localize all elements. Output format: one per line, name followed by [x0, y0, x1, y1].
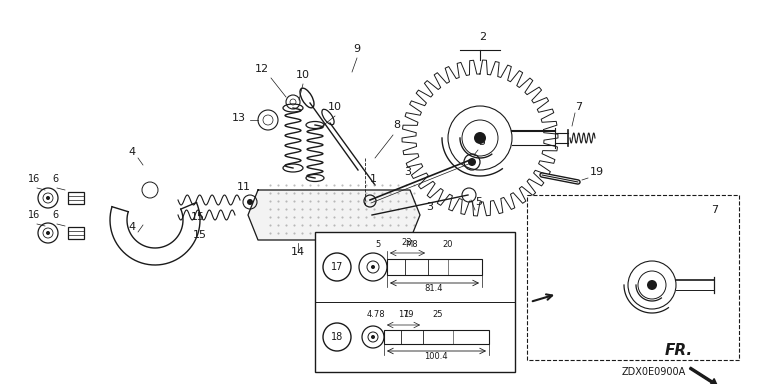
- Text: 15: 15: [191, 212, 205, 222]
- Circle shape: [46, 196, 50, 200]
- Text: 17: 17: [398, 310, 409, 319]
- Circle shape: [474, 132, 486, 144]
- Circle shape: [46, 231, 50, 235]
- Text: 13: 13: [232, 113, 246, 123]
- Circle shape: [367, 261, 379, 273]
- Circle shape: [371, 335, 375, 339]
- Circle shape: [647, 280, 657, 290]
- Circle shape: [468, 158, 476, 166]
- Text: 1: 1: [370, 174, 377, 184]
- Text: ZDX0E0900A: ZDX0E0900A: [622, 367, 687, 377]
- Text: 4: 4: [128, 222, 136, 232]
- Bar: [68, 192, 84, 204]
- Text: 81.4: 81.4: [425, 284, 443, 293]
- Bar: [315, 232, 515, 372]
- Circle shape: [323, 323, 351, 351]
- Text: 14: 14: [291, 247, 305, 257]
- Text: 20: 20: [442, 240, 453, 249]
- Circle shape: [323, 253, 351, 281]
- Circle shape: [638, 271, 666, 299]
- Text: 3: 3: [426, 202, 433, 212]
- Text: 6: 6: [52, 210, 58, 220]
- Bar: [384, 330, 489, 344]
- Text: 2: 2: [479, 32, 487, 42]
- Text: 5: 5: [376, 240, 381, 249]
- Circle shape: [247, 199, 253, 205]
- Text: 16: 16: [28, 210, 40, 220]
- Circle shape: [371, 265, 375, 269]
- Text: 11: 11: [237, 182, 251, 192]
- Circle shape: [359, 253, 387, 281]
- Text: 7: 7: [711, 205, 718, 215]
- Text: 19: 19: [590, 167, 604, 177]
- Text: FR.: FR.: [665, 343, 694, 358]
- Bar: [387, 259, 482, 275]
- Circle shape: [628, 261, 676, 309]
- Text: 4.78: 4.78: [366, 310, 386, 319]
- Text: 19: 19: [402, 310, 413, 319]
- Text: 12: 12: [255, 64, 269, 74]
- Text: 18: 18: [331, 332, 343, 342]
- Circle shape: [368, 332, 378, 342]
- Text: 3: 3: [405, 167, 412, 177]
- Text: 25: 25: [432, 310, 443, 319]
- Text: 23: 23: [402, 238, 412, 247]
- Text: 10: 10: [328, 102, 342, 112]
- Circle shape: [362, 326, 384, 348]
- Text: 17: 17: [331, 262, 343, 272]
- FancyArrow shape: [690, 367, 717, 384]
- Text: 7: 7: [575, 102, 582, 112]
- Bar: [68, 227, 84, 239]
- Text: 5: 5: [475, 197, 482, 207]
- Bar: [527, 195, 739, 360]
- Text: 5: 5: [478, 137, 485, 147]
- Text: 8: 8: [393, 120, 400, 130]
- Polygon shape: [248, 190, 420, 240]
- Text: 15: 15: [193, 230, 207, 240]
- Text: 16: 16: [28, 174, 40, 184]
- Text: 4: 4: [128, 147, 136, 157]
- Text: 6: 6: [52, 174, 58, 184]
- Text: 10: 10: [296, 70, 310, 80]
- Text: 100.4: 100.4: [424, 352, 448, 361]
- Text: M8: M8: [405, 240, 417, 249]
- Text: 9: 9: [353, 44, 360, 54]
